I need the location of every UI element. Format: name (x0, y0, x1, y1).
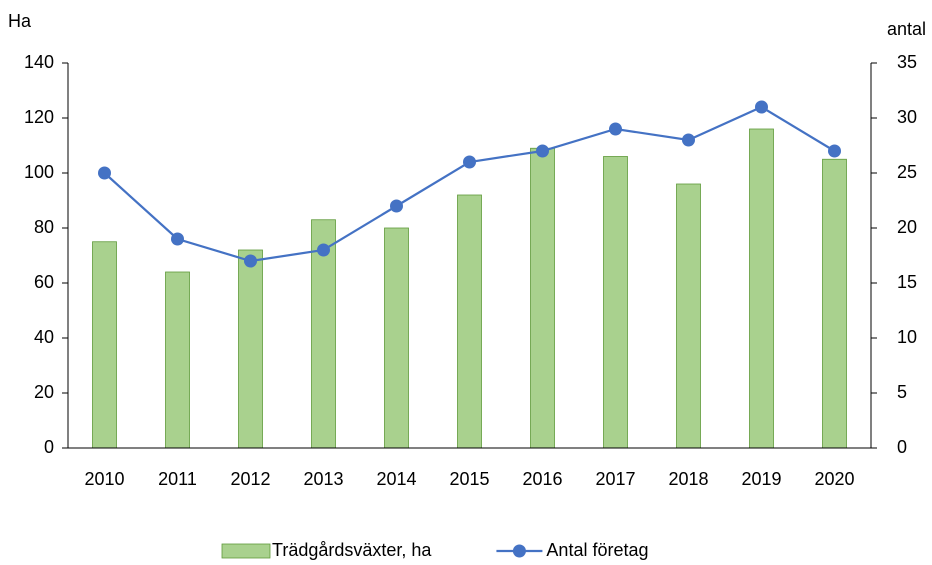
y2-tick-label: 15 (897, 272, 917, 292)
x-tick-label: 2011 (158, 469, 197, 489)
marker (390, 199, 403, 213)
x-tick-label: 2014 (376, 469, 416, 489)
marker (609, 122, 622, 136)
x-tick-label: 2010 (84, 469, 124, 489)
y2-axis-label: antal (887, 19, 926, 39)
marker (98, 166, 111, 180)
bar (822, 158, 847, 449)
x-tick-label: 2012 (230, 469, 270, 489)
bar (92, 241, 117, 449)
bar (165, 271, 190, 449)
y-tick-label: 140 (24, 52, 54, 72)
legend-swatch (512, 544, 526, 558)
bar (676, 183, 701, 449)
y-tick-label: 100 (24, 162, 54, 182)
marker (755, 100, 768, 114)
y2-tick-label: 20 (897, 217, 917, 237)
x-tick-label: 2016 (522, 469, 562, 489)
y-tick-label: 20 (34, 382, 54, 402)
y-tick-label: 40 (34, 327, 54, 347)
y2-tick-label: 5 (897, 382, 907, 402)
y-axis-label: Ha (8, 11, 32, 31)
marker (317, 243, 330, 257)
y2-tick-label: 30 (897, 107, 917, 127)
y2-tick-label: 35 (897, 52, 917, 72)
y2-tick-label: 0 (897, 437, 907, 457)
y2-tick-label: 10 (897, 327, 917, 347)
marker (828, 144, 841, 158)
x-tick-label: 2020 (814, 469, 854, 489)
bar (457, 194, 482, 449)
x-tick-label: 2013 (303, 469, 343, 489)
x-tick-label: 2015 (449, 469, 489, 489)
bar (384, 227, 409, 449)
marker (463, 155, 476, 169)
marker (682, 133, 695, 147)
bar (603, 156, 628, 449)
legend-label: Antal företag (546, 540, 648, 560)
y-tick-label: 80 (34, 217, 54, 237)
bar (311, 219, 336, 449)
bar (238, 249, 263, 449)
legend-swatch (221, 543, 271, 559)
marker (171, 232, 184, 246)
bar (749, 128, 774, 449)
marker (244, 254, 257, 268)
x-tick-label: 2018 (668, 469, 708, 489)
marker (536, 144, 549, 158)
x-tick-label: 2019 (741, 469, 781, 489)
bar (530, 147, 555, 449)
legend-label: Trädgårdsväxter, ha (272, 540, 432, 560)
y2-tick-label: 25 (897, 162, 917, 182)
y-tick-label: 120 (24, 107, 54, 127)
x-tick-label: 2017 (595, 469, 635, 489)
y-tick-label: 60 (34, 272, 54, 292)
y-tick-label: 0 (44, 437, 54, 457)
